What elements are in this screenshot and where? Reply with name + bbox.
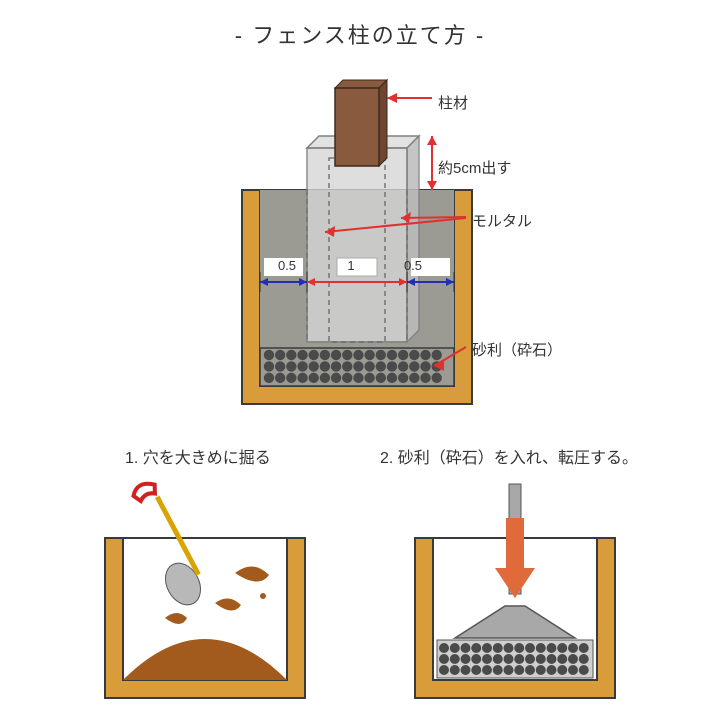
step1-caption: 1. 穴を大きめに掘る	[125, 444, 271, 468]
label-post: 柱材	[438, 92, 468, 113]
step2-caption: 2. 砂利（砕石）を入れ、転圧する。	[380, 444, 638, 468]
label-expose: 約5cm出す	[438, 157, 511, 178]
dim-center: 1	[326, 258, 376, 273]
label-mortar: モルタル	[472, 210, 532, 231]
step2-diagram	[405, 478, 625, 708]
dim-left: 0.5	[272, 258, 302, 273]
page-title: - フェンス柱の立て方 -	[0, 18, 720, 50]
dim-right: 0.5	[398, 258, 428, 273]
label-gravel: 砂利（砕石）	[472, 339, 562, 360]
step1-diagram	[95, 478, 315, 708]
